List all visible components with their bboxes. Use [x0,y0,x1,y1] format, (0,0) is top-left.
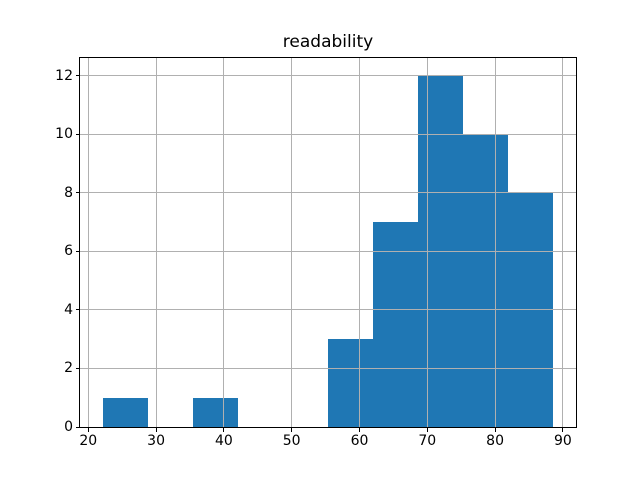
x-tick-label: 80 [486,433,505,449]
y-tick-mark [76,133,80,135]
gridline-vertical [426,58,428,427]
histogram-bar [463,134,509,427]
x-tick-label: 70 [418,433,437,449]
y-tick-label: 4 [64,301,73,318]
gridline-vertical [87,58,89,427]
plot-area [80,58,576,427]
gridline-horizontal [80,133,576,135]
x-tick-mark [494,428,496,432]
y-tick-mark [76,192,80,194]
gridline-horizontal [80,250,576,252]
y-tick-label: 2 [64,360,73,377]
x-tick-label: 50 [282,433,301,449]
y-tick-label: 0 [64,419,73,435]
y-tick-label: 8 [64,184,73,201]
gridline-vertical [223,58,225,427]
gridline-vertical [494,58,496,427]
x-tick-mark [223,428,225,432]
x-tick-mark [87,428,89,432]
y-tick-label: 10 [55,126,73,143]
chart-title: readability [282,32,374,52]
y-tick-mark [76,309,80,311]
histogram-bar [102,397,148,427]
gridline-vertical [358,58,360,427]
x-tick-label: 30 [147,433,165,449]
histogram-bar [192,397,238,427]
gridline-horizontal [80,426,576,427]
gridline-vertical [291,58,293,427]
histogram-bar [327,339,374,427]
y-tick-mark [76,367,80,369]
x-tick-label: 20 [79,433,98,449]
gridline-vertical [562,58,564,427]
gridline-horizontal [80,192,576,194]
histogram-bar [373,222,419,427]
x-tick-mark [562,428,564,432]
gridline-horizontal [80,75,576,77]
y-tick-mark [76,250,80,252]
y-tick-label: 12 [55,67,73,84]
gridline-horizontal [80,309,576,311]
gridline-horizontal [80,367,576,369]
x-tick-mark [155,428,157,432]
x-tick-label: 60 [350,433,369,449]
y-tick-mark [76,75,80,77]
y-tick-label: 6 [64,243,73,260]
x-tick-mark [291,428,293,432]
x-tick-mark [426,428,428,432]
y-tick-mark [76,426,80,428]
x-tick-label: 40 [214,433,233,449]
x-tick-mark [358,428,360,432]
x-tick-label: 90 [553,433,572,449]
gridline-vertical [155,58,157,427]
